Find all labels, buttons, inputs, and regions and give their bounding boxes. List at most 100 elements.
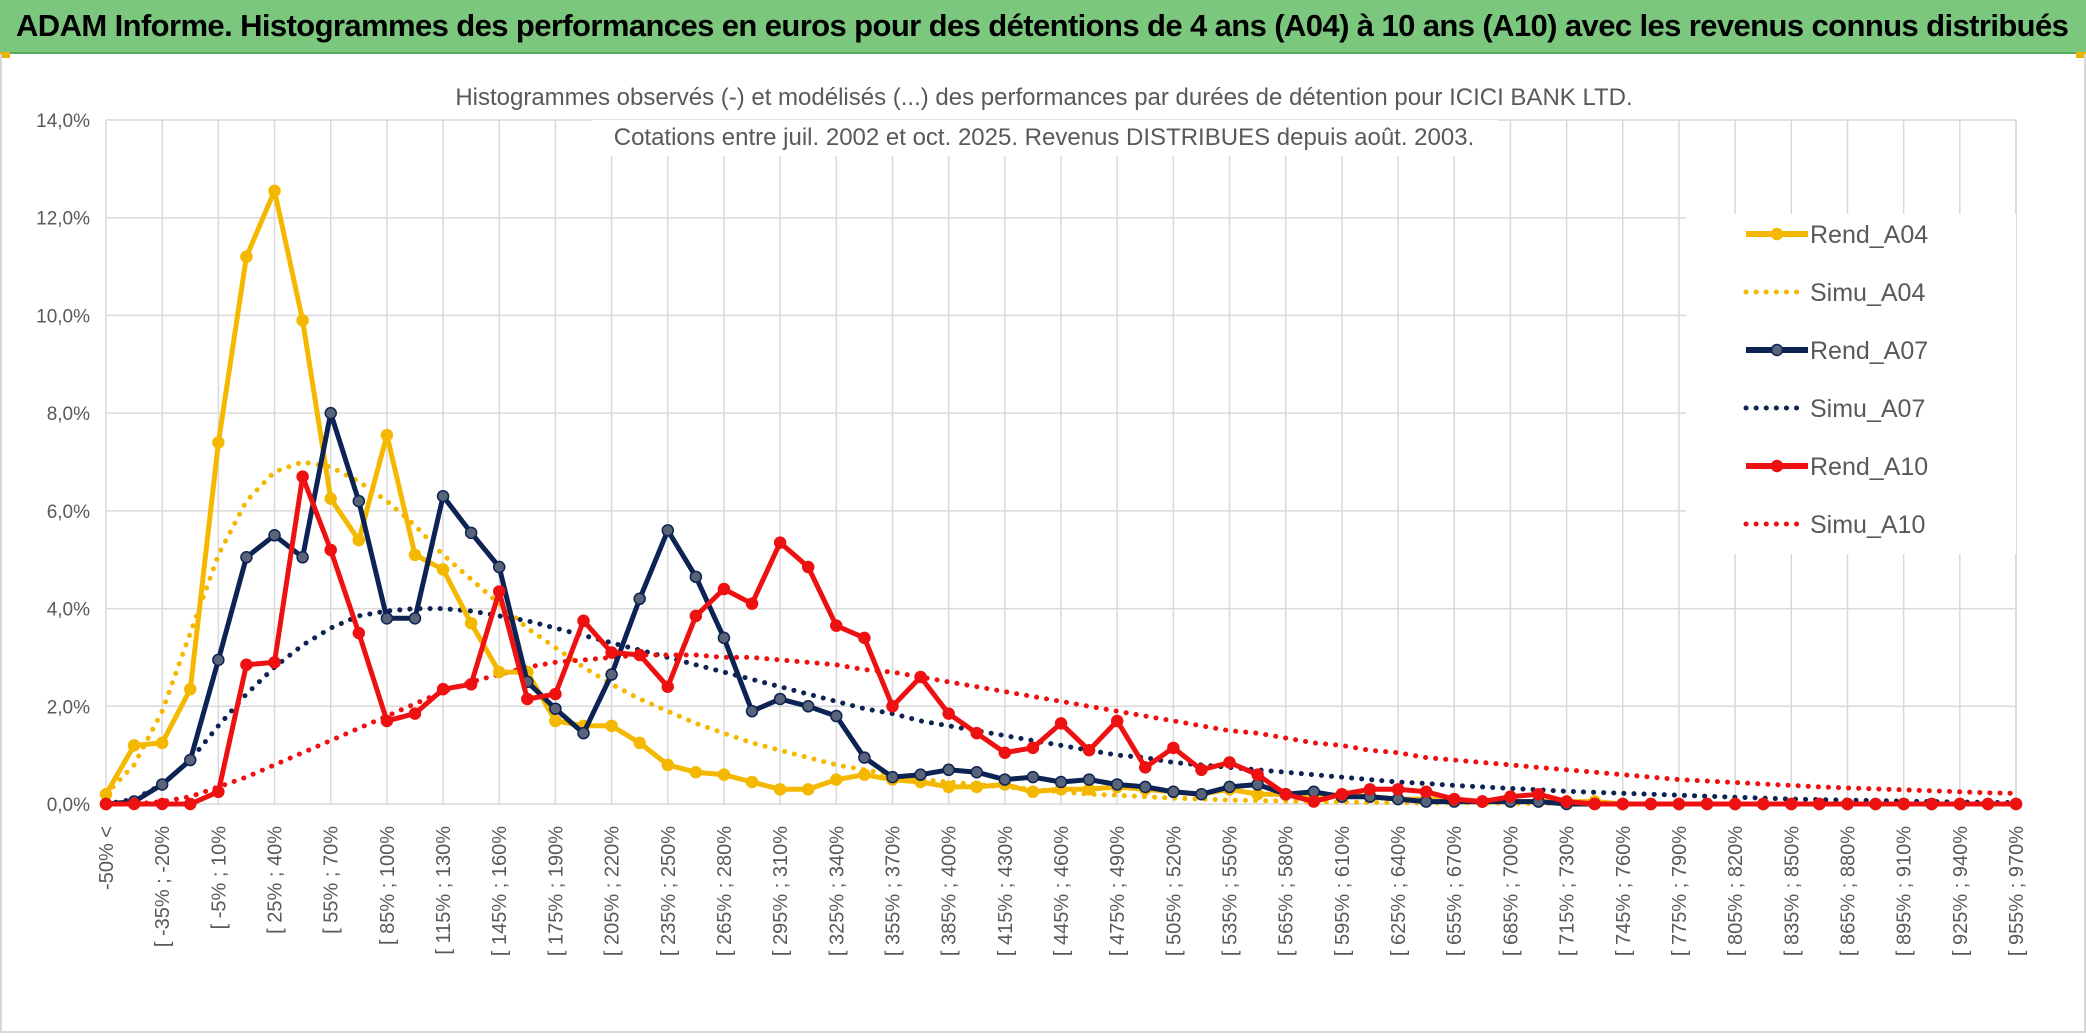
- data-point: [212, 653, 225, 667]
- data-point: [717, 768, 731, 781]
- data-point: [464, 526, 478, 540]
- x-tick-label: [ -35% ; -20%: [152, 826, 174, 947]
- legend-item-rend-a07: Rend_A07: [1746, 337, 1928, 365]
- data-point: [324, 492, 337, 505]
- data-point: [521, 692, 534, 706]
- data-point: [830, 709, 843, 723]
- data-point: [830, 773, 843, 786]
- data-point: [1644, 797, 1658, 811]
- data-point: [1672, 797, 1686, 811]
- data-point: [268, 529, 281, 542]
- data-point: [577, 726, 590, 740]
- data-point: [1279, 787, 1292, 801]
- legend-label: Simu_A07: [1810, 395, 1925, 423]
- series-line: [103, 652, 2019, 807]
- data-point: [970, 780, 983, 794]
- data-point: [1054, 775, 1068, 789]
- data-point: [1307, 795, 1321, 808]
- legend-item-simu-a10: Simu_A10: [1743, 511, 1925, 539]
- data-point: [155, 736, 169, 750]
- data-point: [914, 670, 927, 684]
- y-axis: 0,0% 2,0% 4,0% 6,0% 8,0% 10,0% 12,0% 14,0%: [36, 111, 90, 816]
- data-point: [1082, 773, 1096, 786]
- data-point: [380, 612, 394, 625]
- data-point: [1756, 797, 1770, 811]
- y-tick-label: 8,0%: [47, 404, 90, 425]
- data-point: [942, 707, 955, 720]
- series-line: [103, 606, 2019, 807]
- x-tick-label: [ -5% ; 10%: [208, 826, 230, 930]
- data-point: [1897, 797, 1910, 811]
- data-point: [352, 494, 366, 508]
- data-point: [1700, 797, 1714, 811]
- x-tick-label: [ 865% ; 880%: [1837, 826, 1859, 956]
- y-tick-label: 12,0%: [36, 209, 90, 230]
- data-point: [773, 536, 787, 549]
- data-point: [661, 680, 675, 693]
- data-point: [1504, 790, 1517, 803]
- legend-item-rend-a04: Rend_A04: [1746, 221, 1928, 249]
- legend-label: Simu_A10: [1810, 511, 1925, 539]
- x-tick-label: [ 325% ; 340%: [826, 826, 848, 956]
- corner-mark-left: [0, 52, 10, 58]
- x-tick-label: [ 895% ; 910%: [1894, 826, 1916, 956]
- y-tick-label: 6,0%: [47, 502, 90, 523]
- x-tick-label: [ 805% ; 820%: [1725, 826, 1747, 956]
- data-point: [1026, 770, 1040, 784]
- data-point: [633, 592, 646, 606]
- data-point: [1082, 744, 1096, 757]
- legend-item-rend-a10: Rend_A10: [1746, 453, 1928, 481]
- data-point: [605, 668, 618, 681]
- data-point: [858, 751, 871, 764]
- data-point: [2009, 797, 2023, 811]
- y-tick-label: 14,0%: [36, 111, 90, 132]
- data-point: [1251, 768, 1264, 781]
- data-point: [492, 585, 506, 598]
- data-point: [745, 704, 759, 718]
- data-point: [998, 746, 1012, 759]
- data-point: [1223, 756, 1236, 769]
- data-point: [1110, 714, 1124, 728]
- data-point: [1560, 795, 1573, 808]
- data-point: [380, 714, 394, 728]
- data-point: [1925, 797, 1938, 811]
- data-point: [886, 700, 899, 713]
- data-point: [970, 765, 983, 779]
- data-point: [1139, 780, 1152, 794]
- data-point: [240, 551, 253, 564]
- legend-label: Simu_A04: [1810, 279, 1925, 307]
- data-point: [970, 726, 983, 740]
- data-point: [1785, 797, 1798, 811]
- data-point: [1335, 787, 1349, 801]
- data-point: [914, 768, 927, 781]
- data-point: [268, 656, 281, 669]
- data-point: [296, 314, 309, 327]
- data-point: [324, 406, 337, 420]
- data-point: [436, 563, 450, 576]
- y-tick-label: 4,0%: [47, 600, 90, 621]
- data-point: [1728, 797, 1742, 811]
- data-point: [858, 631, 871, 645]
- x-tick-label: [ 595% ; 610%: [1332, 826, 1354, 956]
- x-tick-label: [ 55% ; 70%: [321, 826, 343, 934]
- data-point: [380, 428, 394, 442]
- data-point: [1195, 787, 1208, 801]
- series-simu-a10: [103, 652, 2019, 807]
- data-point: [184, 682, 197, 696]
- data-point: [408, 548, 422, 562]
- data-point: [352, 533, 366, 547]
- data-point: [1532, 787, 1545, 801]
- x-tick-label: [ 265% ; 280%: [714, 826, 736, 956]
- legend-label: Rend_A04: [1810, 221, 1928, 249]
- corner-mark-right: [2076, 52, 2086, 58]
- data-point: [633, 648, 646, 662]
- y-tick-label: 10,0%: [36, 306, 90, 327]
- x-tick-label: [ 925% ; 940%: [1950, 826, 1972, 956]
- x-tick-label: [ 625% ; 640%: [1388, 826, 1410, 956]
- data-point: [296, 470, 309, 483]
- data-point: [605, 646, 618, 659]
- report-title: ADAM Informe. Histogrammes des performan…: [16, 8, 2069, 43]
- x-tick-label: [ 115% ; 130%: [433, 826, 455, 955]
- x-tick-label: [ 175% ; 190%: [545, 826, 567, 956]
- data-point: [801, 783, 815, 796]
